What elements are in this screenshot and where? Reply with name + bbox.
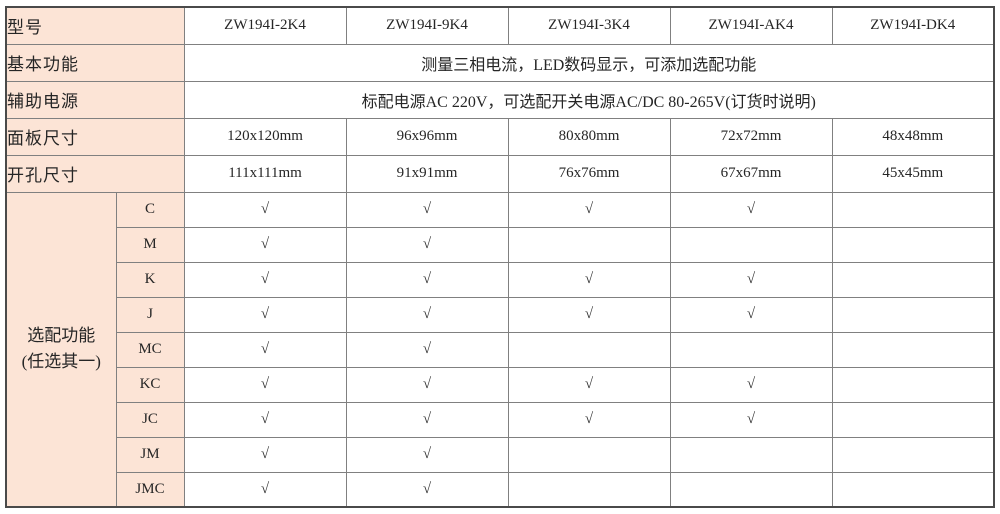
check-cell: √ <box>183 471 347 508</box>
check-cell <box>831 436 995 473</box>
check-cell: √ <box>345 366 509 403</box>
check-cell: √ <box>507 296 671 333</box>
options-group-line1: 选配功能 <box>27 325 96 345</box>
check-cell: √ <box>183 436 347 473</box>
panel-size-cell: 48x48mm <box>831 117 995 156</box>
check-cell <box>507 436 671 473</box>
check-cell: √ <box>669 296 833 333</box>
check-cell: √ <box>669 366 833 403</box>
aux-power-value: 标配电源AC 220V，可选配开关电源AC/DC 80-265V(订货时说明) <box>183 80 995 119</box>
product-spec-table: 型号 ZW194I-2K4 ZW194I-9K4 ZW194I-3K4 ZW19… <box>5 6 995 508</box>
options-group-label: 选配功能 (任选其一) <box>5 191 117 508</box>
option-row-jmc: JMC √ √ <box>6 471 995 508</box>
option-code: M <box>115 226 185 263</box>
model-cell-ak4: ZW194I-AK4 <box>669 6 833 45</box>
check-cell: √ <box>345 401 509 438</box>
option-row-j: J √ √ √ √ <box>6 296 995 333</box>
basic-function-row: 基本功能 测量三相电流，LED数码显示，可添加选配功能 <box>5 43 995 82</box>
row-label-panel-size: 面板尺寸 <box>5 117 185 156</box>
check-cell: √ <box>507 401 671 438</box>
check-cell <box>831 226 995 263</box>
spec-table-container: 型号 ZW194I-2K4 ZW194I-9K4 ZW194I-3K4 ZW19… <box>5 6 995 508</box>
row-label-model: 型号 <box>5 6 185 45</box>
option-code: K <box>115 261 185 298</box>
check-cell: √ <box>183 401 347 438</box>
check-cell <box>831 331 995 368</box>
hole-size-cell: 67x67mm <box>669 154 833 193</box>
check-cell <box>831 191 995 228</box>
check-cell: √ <box>345 331 509 368</box>
hole-size-cell: 76x76mm <box>507 154 671 193</box>
check-cell: √ <box>507 191 671 228</box>
panel-size-cell: 120x120mm <box>183 117 347 156</box>
option-code: KC <box>115 366 185 403</box>
hole-size-cell: 45x45mm <box>831 154 995 193</box>
check-cell: √ <box>669 401 833 438</box>
option-code: J <box>115 296 185 333</box>
row-label-aux-power: 辅助电源 <box>5 80 185 119</box>
check-cell <box>669 436 833 473</box>
check-cell: √ <box>345 226 509 263</box>
option-code: JMC <box>115 471 185 508</box>
check-cell <box>507 471 671 508</box>
check-cell <box>831 261 995 298</box>
option-code: JC <box>115 401 185 438</box>
model-cell-dk4: ZW194I-DK4 <box>831 6 995 45</box>
panel-size-cell: 72x72mm <box>669 117 833 156</box>
hole-size-cell: 91x91mm <box>345 154 509 193</box>
check-cell: √ <box>183 296 347 333</box>
model-row: 型号 ZW194I-2K4 ZW194I-9K4 ZW194I-3K4 ZW19… <box>5 6 995 45</box>
check-cell: √ <box>183 261 347 298</box>
option-row-jc: JC √ √ √ √ <box>6 401 995 438</box>
option-row-kc: KC √ √ √ √ <box>6 366 995 403</box>
aux-power-row: 辅助电源 标配电源AC 220V，可选配开关电源AC/DC 80-265V(订货… <box>5 80 995 119</box>
row-label-hole-size: 开孔尺寸 <box>5 154 185 193</box>
check-cell <box>507 331 671 368</box>
check-cell <box>669 471 833 508</box>
option-code: C <box>115 191 185 228</box>
check-cell <box>831 296 995 333</box>
check-cell <box>831 471 995 508</box>
option-code: JM <box>115 436 185 473</box>
model-cell-2k4: ZW194I-2K4 <box>183 6 347 45</box>
check-cell: √ <box>507 261 671 298</box>
option-row-jm: JM √ √ <box>6 436 995 473</box>
check-cell: √ <box>345 296 509 333</box>
check-cell: √ <box>183 191 347 228</box>
check-cell: √ <box>345 436 509 473</box>
check-cell: √ <box>345 191 509 228</box>
check-cell <box>507 226 671 263</box>
panel-size-cell: 80x80mm <box>507 117 671 156</box>
basic-function-value: 测量三相电流，LED数码显示，可添加选配功能 <box>183 43 995 82</box>
hole-size-row: 开孔尺寸 111x111mm 91x91mm 76x76mm 67x67mm 4… <box>5 154 995 193</box>
check-cell <box>669 226 833 263</box>
check-cell: √ <box>669 191 833 228</box>
option-row-mc: MC √ √ <box>6 331 995 368</box>
option-row-k: K √ √ √ √ <box>6 261 995 298</box>
model-cell-3k4: ZW194I-3K4 <box>507 6 671 45</box>
row-label-basic-function: 基本功能 <box>5 43 185 82</box>
model-cell-9k4: ZW194I-9K4 <box>345 6 509 45</box>
check-cell: √ <box>507 366 671 403</box>
check-cell <box>831 401 995 438</box>
hole-size-cell: 111x111mm <box>183 154 347 193</box>
check-cell <box>831 366 995 403</box>
check-cell: √ <box>669 261 833 298</box>
check-cell: √ <box>183 226 347 263</box>
check-cell: √ <box>183 331 347 368</box>
check-cell: √ <box>345 471 509 508</box>
check-cell: √ <box>183 366 347 403</box>
panel-size-cell: 96x96mm <box>345 117 509 156</box>
check-cell <box>669 331 833 368</box>
option-row-c: 选配功能 (任选其一) C √ √ √ √ <box>5 191 995 508</box>
option-row-m: M √ √ <box>6 226 995 263</box>
options-group-line2: (任选其一) <box>21 352 101 372</box>
check-cell: √ <box>345 261 509 298</box>
option-code: MC <box>115 331 185 368</box>
panel-size-row: 面板尺寸 120x120mm 96x96mm 80x80mm 72x72mm 4… <box>5 117 995 156</box>
